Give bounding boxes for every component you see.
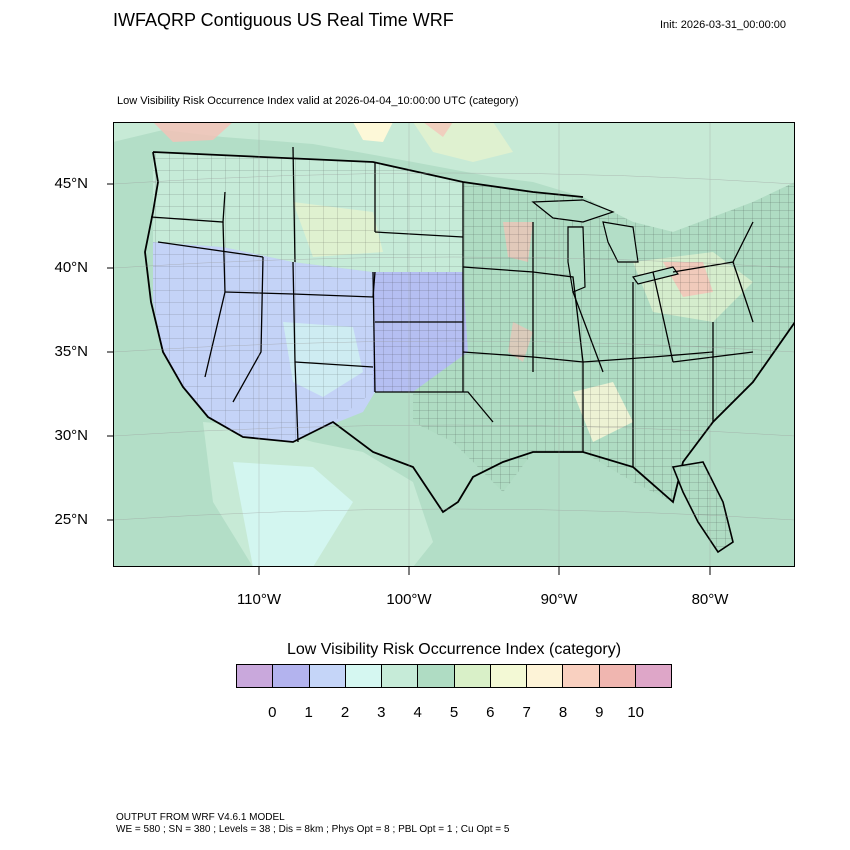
colorbar-label-2: 2 xyxy=(340,704,350,721)
colorbar-swatch-6 xyxy=(454,665,491,687)
legend-title: Low Visibility Risk Occurrence Index (ca… xyxy=(286,641,622,658)
colorbar-swatch-11 xyxy=(635,665,671,687)
colorbar-swatch-0 xyxy=(237,665,274,687)
colorbar-label-6: 6 xyxy=(486,704,495,721)
footer-model: OUTPUT FROM WRF V4.6.1 MODEL xyxy=(116,812,285,823)
map-panel xyxy=(113,122,795,567)
colorbar-swatch-3 xyxy=(345,665,382,687)
state-borders xyxy=(150,146,754,467)
colorbar-swatch-1 xyxy=(273,665,310,687)
colorbar-swatch-7 xyxy=(490,665,527,687)
graticule xyxy=(113,122,795,567)
lon-label-100w: 100°W xyxy=(386,591,432,608)
colorbar-swatch-9 xyxy=(563,665,600,687)
colorbar-label-0: 0 xyxy=(268,704,277,721)
lake-erie xyxy=(631,266,680,285)
lake-huron xyxy=(602,221,639,263)
lat-label-40: 40°N xyxy=(54,259,88,276)
lat-label-45: 45°N xyxy=(54,175,88,192)
lat-label-30: 30°N xyxy=(54,427,88,444)
init-time: Init: 2026-03-31_00:00:00 xyxy=(660,19,786,31)
lon-label-80w: 80°W xyxy=(691,591,729,608)
lat-label-25: 25°N xyxy=(54,511,88,528)
colorbar-label-9: 9 xyxy=(595,704,604,721)
colorbar xyxy=(236,664,672,688)
lake-michigan xyxy=(567,226,586,293)
colorbar-label-3: 3 xyxy=(377,704,386,721)
lat-label-35: 35°N xyxy=(54,343,88,360)
subtitle: Low Visibility Risk Occurrence Index val… xyxy=(117,95,519,107)
lake-superior xyxy=(531,199,615,223)
colorbar-label-7: 7 xyxy=(522,704,531,721)
chart-title: IWFAQRP Contiguous US Real Time WRF xyxy=(113,10,454,30)
colorbar-label-5: 5 xyxy=(449,704,459,721)
colorbar-label-8: 8 xyxy=(558,704,568,721)
colorbar-swatch-10 xyxy=(599,665,636,687)
colorbar-label-10: 10 xyxy=(627,704,644,721)
canada-land xyxy=(113,122,795,232)
colorbar-label-4: 4 xyxy=(413,704,422,721)
colorbar-label-1: 1 xyxy=(304,704,313,721)
colorbar-swatch-8 xyxy=(527,665,564,687)
lon-label-110w: 110°W xyxy=(236,591,282,608)
colorbar-swatch-2 xyxy=(309,665,346,687)
axis-ticks xyxy=(107,183,711,575)
colorbar-swatch-4 xyxy=(382,665,419,687)
lon-label-90w: 90°W xyxy=(540,591,578,608)
footer-config: WE = 580 ; SN = 380 ; Levels = 38 ; Dis … xyxy=(116,824,510,835)
colorbar-swatch-5 xyxy=(418,665,455,687)
